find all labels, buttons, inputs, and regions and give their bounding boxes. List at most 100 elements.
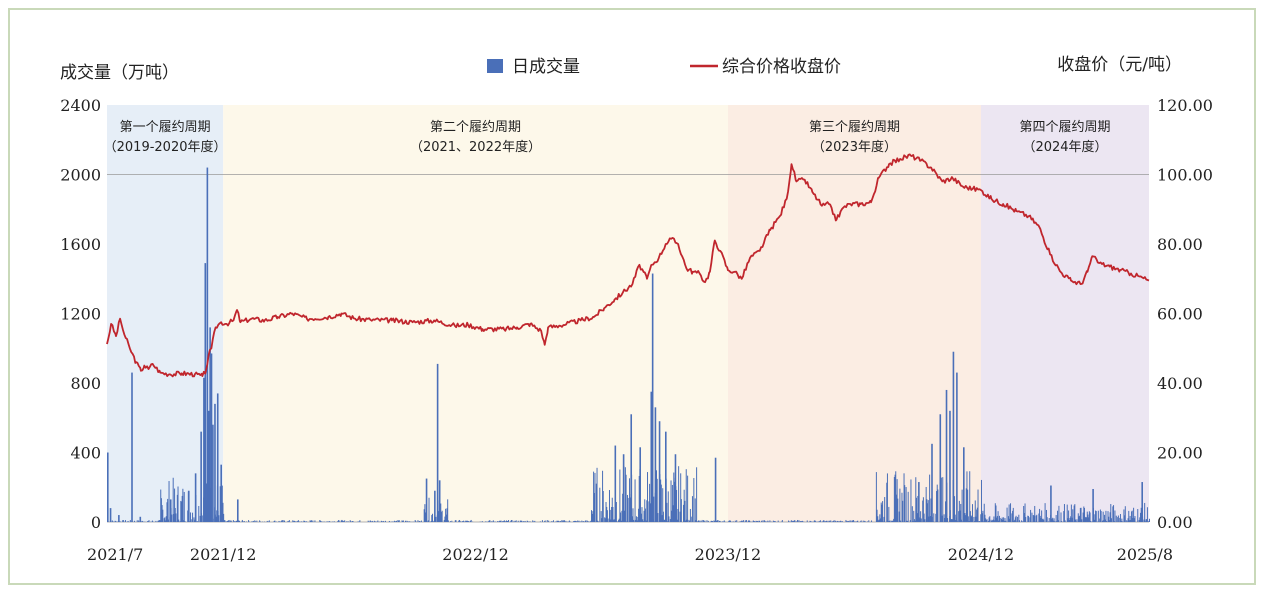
volume-bar: [1149, 518, 1150, 522]
volume-bar: [1127, 518, 1129, 522]
volume-bar: [801, 520, 803, 522]
volume-bar: [196, 521, 198, 522]
volume-bar: [1143, 519, 1145, 522]
volume-bar: [846, 521, 848, 522]
volume-bar: [1081, 519, 1083, 522]
left-tick-label: 1200: [60, 305, 101, 324]
volume-bar: [1079, 515, 1081, 522]
volume-bar: [597, 520, 599, 522]
volume-bar: [1003, 517, 1005, 522]
volume-bar: [815, 521, 817, 522]
volume-bar: [446, 508, 448, 522]
volume-bar: [649, 503, 651, 522]
volume-bar: [527, 521, 529, 522]
volume-bar: [670, 480, 672, 522]
volume-bar: [729, 520, 731, 522]
volume-bar: [774, 521, 776, 522]
volume-bar: [611, 507, 613, 522]
legend-bar-label: 日成交量: [512, 57, 580, 77]
volume-bar: [1061, 521, 1063, 522]
volume-bar: [466, 520, 468, 522]
volume-bar: [723, 521, 725, 522]
volume-bar: [402, 521, 404, 522]
volume-bar: [568, 520, 570, 522]
volume-bar: [227, 520, 229, 522]
volume-bar: [215, 516, 217, 522]
volume-bar: [1121, 518, 1123, 522]
volume-bar: [205, 483, 207, 522]
volume-bar: [853, 520, 855, 522]
volume-bar: [1019, 520, 1021, 522]
volume-bar: [988, 517, 990, 522]
volume-bar: [800, 521, 802, 522]
volume-bar: [1086, 511, 1088, 522]
volume-bar: [381, 521, 383, 522]
volume-bar: [911, 506, 913, 522]
volume-bar: [819, 520, 821, 522]
volume-bar: [275, 521, 277, 522]
volume-bar: [298, 521, 300, 522]
volume-bar: [115, 521, 117, 522]
volume-bar: [1110, 518, 1112, 522]
volume-bar: [127, 521, 129, 522]
volume-bar: [680, 473, 682, 522]
volume-bar: [161, 505, 163, 522]
volume-bar-spike: [181, 495, 184, 522]
volume-bar: [1031, 512, 1033, 522]
volume-bar: [889, 520, 891, 522]
volume-bar: [636, 520, 638, 522]
volume-bar: [591, 513, 593, 522]
volume-bar: [990, 519, 992, 522]
volume-bar: [878, 519, 880, 522]
volume-bar: [747, 520, 749, 522]
volume-bar: [847, 520, 849, 522]
volume-bar: [616, 521, 618, 522]
volume-bar: [641, 507, 643, 522]
volume-bar: [194, 520, 196, 522]
volume-bar: [703, 521, 705, 522]
volume-bar: [723, 520, 725, 522]
volume-bar: [1011, 513, 1013, 522]
volume-bar: [1123, 509, 1125, 522]
volume-bar: [647, 472, 649, 522]
volume-bar-spike: [674, 454, 677, 522]
volume-bar: [901, 492, 903, 522]
volume-bar-spike: [200, 431, 202, 522]
volume-bar: [468, 521, 470, 522]
volume-bar: [274, 520, 276, 522]
volume-bar: [1048, 521, 1050, 522]
volume-bar: [625, 474, 627, 522]
volume-bar: [833, 520, 835, 522]
volume-bar: [502, 521, 504, 522]
volume-bar: [922, 497, 924, 522]
volume-bar-spike: [438, 480, 441, 522]
volume-bar: [122, 520, 124, 522]
volume-bar: [793, 520, 795, 522]
volume-bar: [1021, 521, 1023, 522]
volume-bar: [970, 515, 972, 522]
volume-bar: [845, 519, 847, 522]
volume-bar: [1093, 519, 1095, 522]
volume-bar: [451, 520, 453, 522]
volume-bar: [830, 520, 832, 522]
volume-bar: [454, 520, 456, 522]
volume-bar: [431, 515, 433, 522]
volume-bar: [458, 519, 460, 522]
volume-bar: [638, 475, 640, 522]
volume-bar: [985, 519, 987, 522]
volume-bar: [915, 497, 917, 522]
volume-bar: [501, 521, 503, 522]
volume-bar: [288, 521, 290, 522]
volume-bar: [539, 521, 541, 522]
volume-bar: [1133, 507, 1135, 522]
volume-bar: [398, 520, 400, 522]
volume-bar: [1079, 507, 1081, 522]
volume-bar: [393, 520, 395, 522]
volume-bar: [268, 521, 270, 522]
volume-bar: [371, 520, 373, 522]
volume-bar: [981, 513, 983, 522]
volume-bar-spike: [949, 410, 951, 522]
volume-bar: [1119, 517, 1121, 522]
volume-bar: [857, 520, 859, 522]
volume-bar: [306, 521, 308, 522]
